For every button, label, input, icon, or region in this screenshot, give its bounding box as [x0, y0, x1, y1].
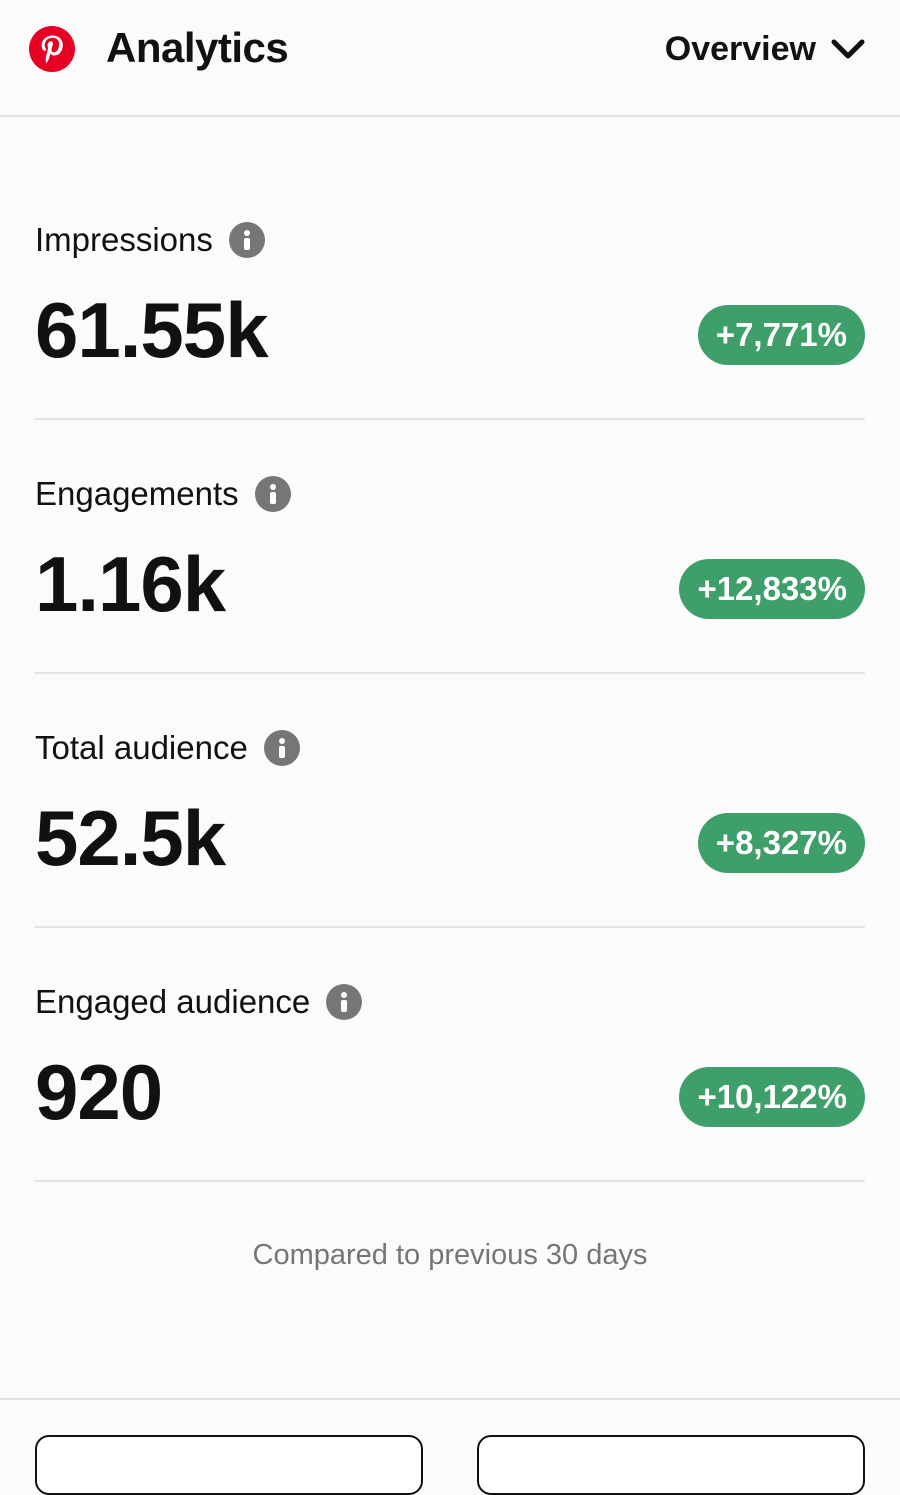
metric-value: 52.5k: [35, 794, 226, 882]
metric-value: 61.55k: [35, 286, 269, 374]
info-icon[interactable]: [228, 222, 265, 258]
metric-engaged-audience: Engaged audience 920 +10,122%: [35, 928, 865, 1182]
app-header: Analytics Overview: [0, 0, 900, 117]
info-icon[interactable]: [326, 984, 363, 1020]
metric-value: 920: [35, 1048, 163, 1136]
metric-value: 1.16k: [35, 540, 226, 628]
change-badge: +8,327%: [697, 813, 865, 873]
metric-impressions: Impressions 61.55k +7,771%: [35, 166, 865, 420]
change-badge: +12,833%: [679, 559, 865, 619]
chevron-down-icon: [831, 39, 865, 59]
pinterest-logo-icon[interactable]: [29, 26, 75, 72]
info-icon[interactable]: [263, 730, 300, 766]
metric-label: Engagements: [35, 475, 239, 512]
metric-label-row: Total audience: [35, 728, 300, 768]
bottom-card-right[interactable]: [477, 1435, 865, 1495]
metric-label-row: Engagements: [35, 474, 291, 514]
change-badge: +7,771%: [697, 305, 865, 365]
divider: [0, 1398, 900, 1400]
metric-label-row: Engaged audience: [35, 982, 363, 1022]
metric-label: Total audience: [35, 729, 248, 766]
metric-label: Engaged audience: [35, 983, 311, 1020]
metric-engagements: Engagements 1.16k +12,833%: [35, 420, 865, 674]
comparison-note: Compared to previous 30 days: [252, 1239, 648, 1271]
metric-total-audience: Total audience 52.5k +8,327%: [35, 674, 865, 928]
metrics-list: Impressions 61.55k +7,771% Engagements 1…: [35, 166, 865, 1182]
info-icon[interactable]: [254, 476, 291, 512]
metric-label-row: Impressions: [35, 220, 265, 260]
change-badge: +10,122%: [679, 1067, 865, 1127]
metric-label: Impressions: [35, 221, 213, 258]
overview-dropdown-label: Overview: [664, 29, 816, 68]
page-title: Analytics: [106, 24, 289, 71]
bottom-card-left[interactable]: [35, 1435, 423, 1495]
overview-dropdown[interactable]: Overview: [665, 26, 866, 72]
